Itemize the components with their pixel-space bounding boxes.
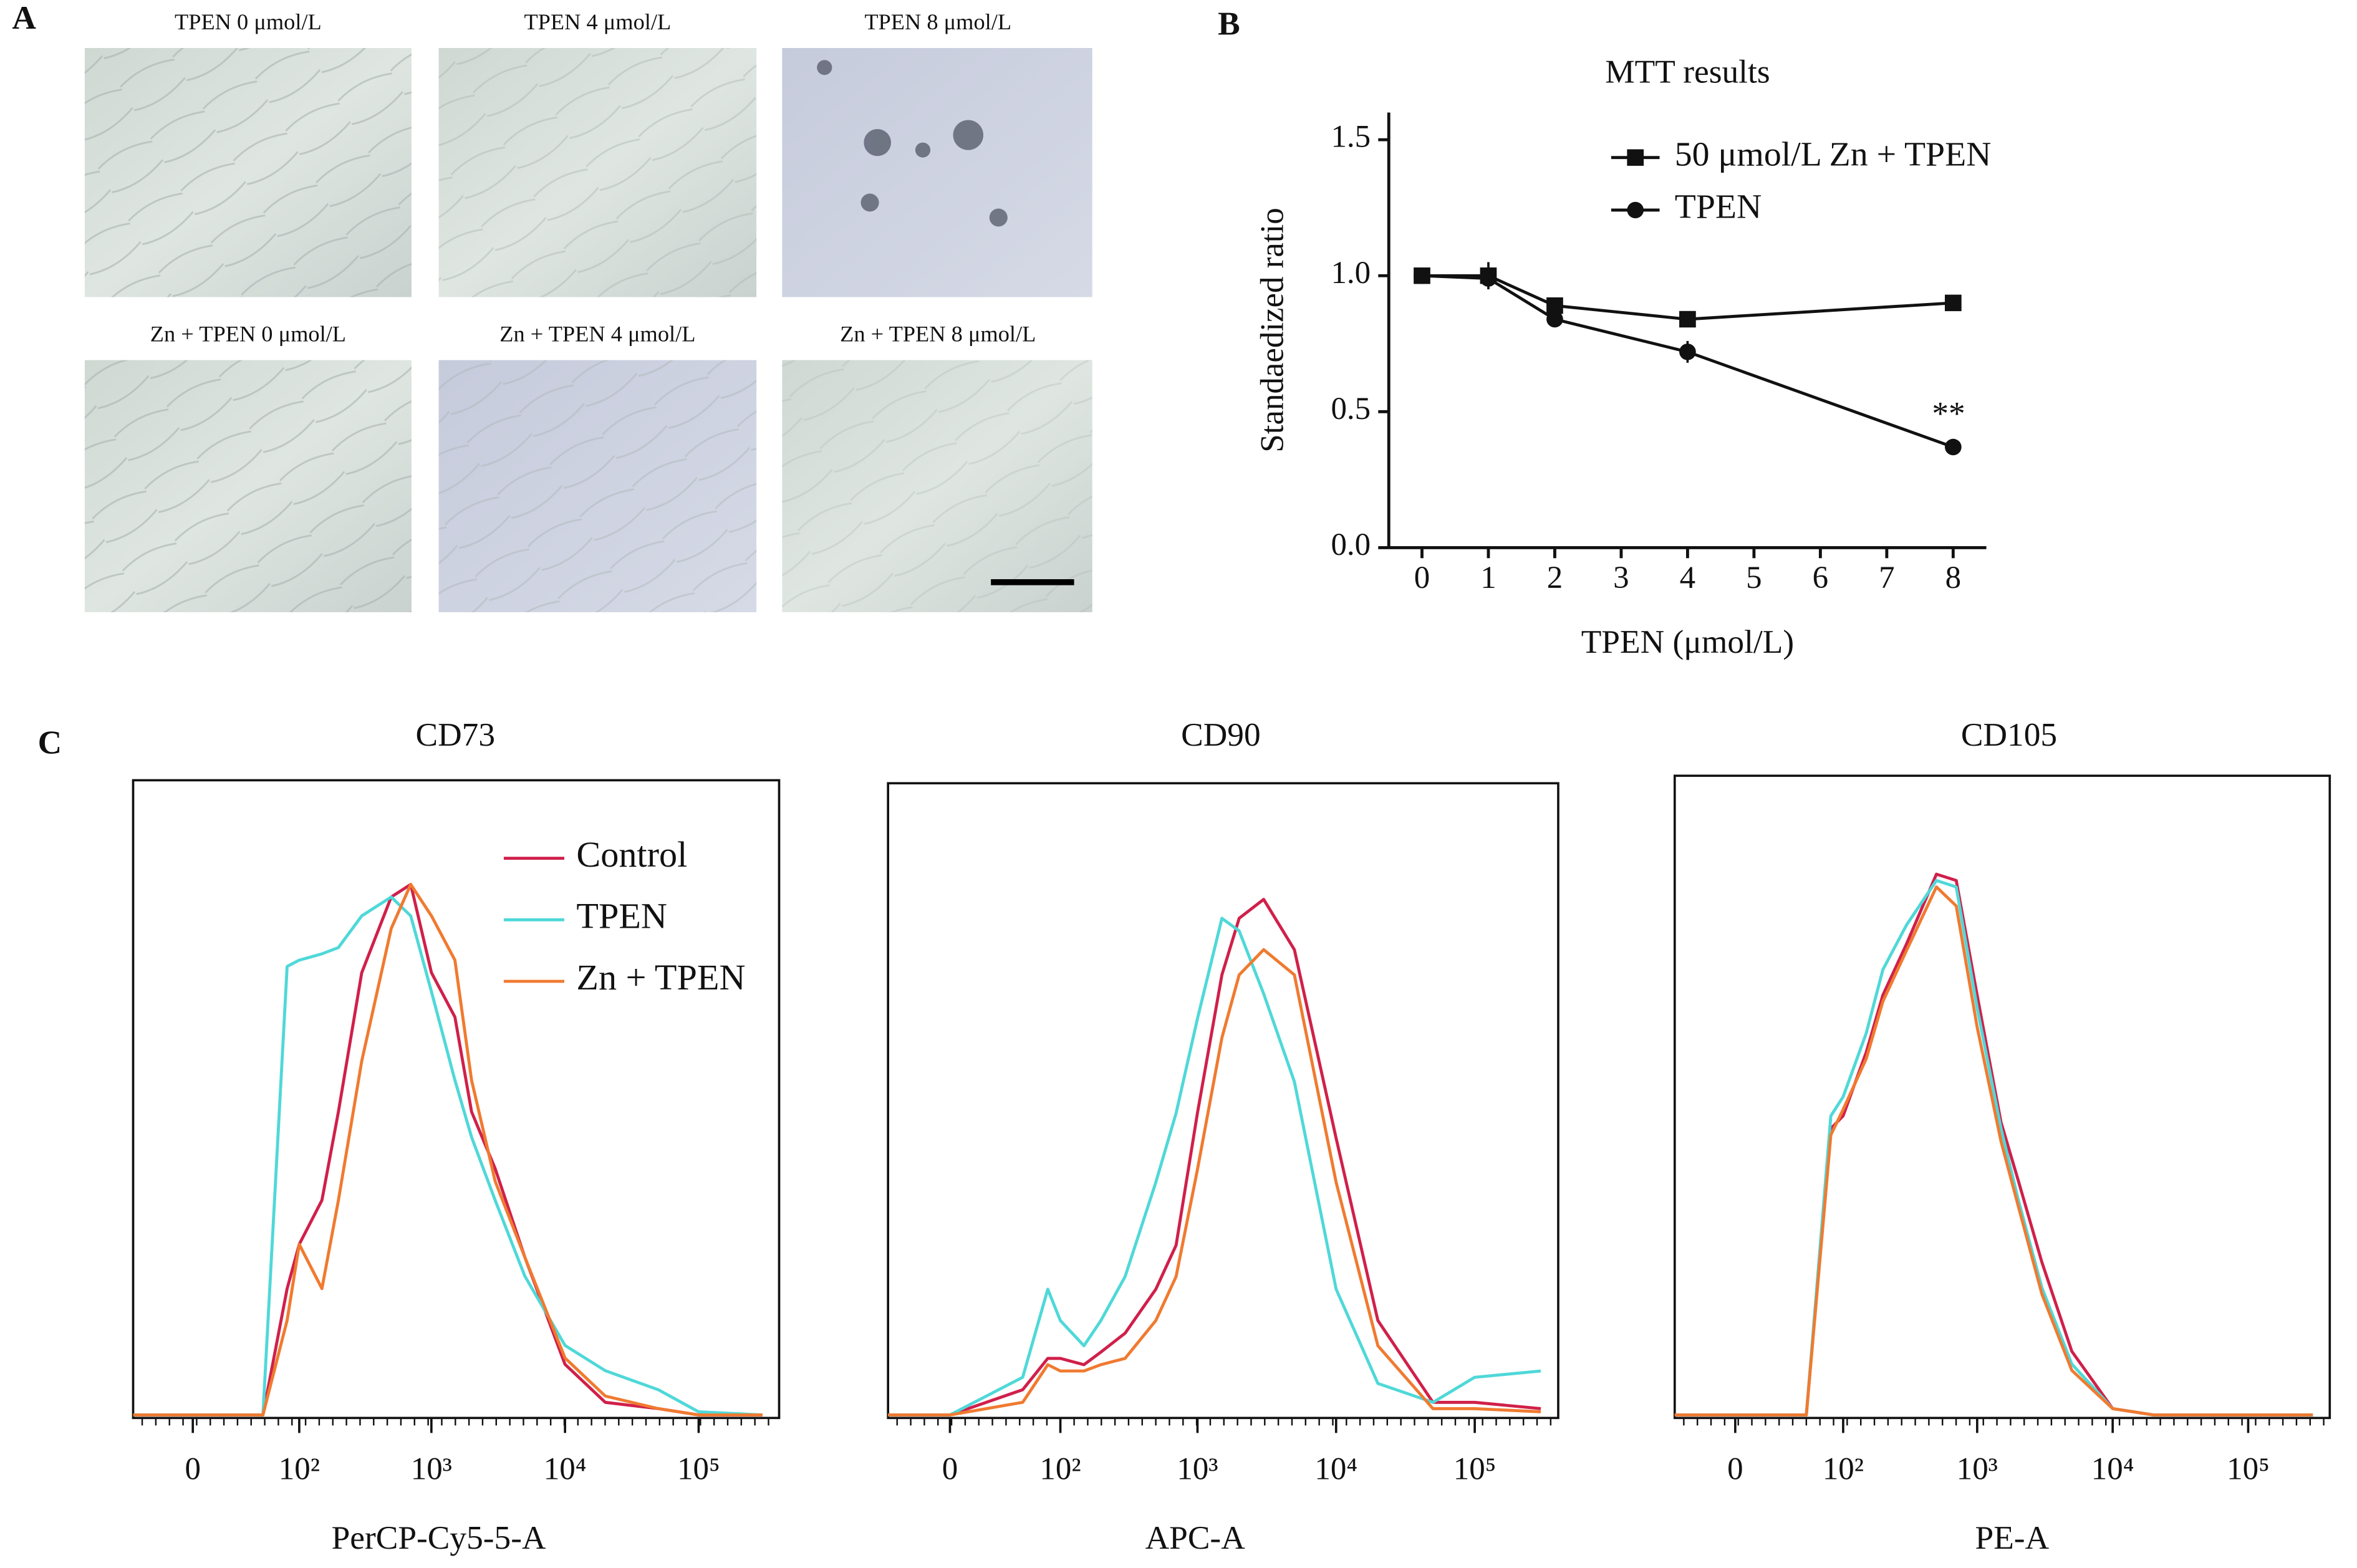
x-tick-label: 4	[1680, 560, 1695, 595]
annotation: **	[1932, 396, 1965, 432]
marker	[1414, 267, 1430, 284]
x-tick-label: 0	[1727, 1451, 1743, 1486]
chart-title: MTT results	[1605, 54, 1770, 90]
panel-label: B	[1218, 6, 1240, 42]
y-axis-label: Standaedized ratio	[1254, 208, 1290, 452]
y-tick-label: 1.5	[1331, 119, 1371, 154]
micrograph-texture	[438, 360, 757, 612]
x-tick-label: 10³	[1177, 1451, 1218, 1486]
micrograph	[782, 48, 1092, 297]
histogram-curve	[1674, 885, 2313, 1416]
image-label: TPEN 4 μmol/L	[524, 9, 671, 34]
plot-frame	[887, 782, 1559, 1420]
image-label: Zn + TPEN 4 μmol/L	[499, 322, 695, 347]
x-axis-label: PerCP-Cy5-5-A	[332, 1520, 546, 1556]
x-tick-label: 10²	[279, 1451, 320, 1486]
y-tick-label: 0.5	[1331, 391, 1371, 426]
x-axis-label: PE-A	[1975, 1520, 2050, 1556]
y-tick-label: 0.0	[1331, 527, 1371, 562]
histogram-curve	[133, 883, 763, 1416]
histogram-curve	[1674, 878, 2313, 1416]
image-label: TPEN 8 μmol/L	[864, 9, 1011, 34]
marker	[1679, 310, 1696, 328]
histogram-curve	[1674, 872, 2313, 1416]
x-tick-label: 10⁵	[1453, 1451, 1497, 1486]
legend-label: Zn + TPEN	[576, 957, 745, 998]
micrograph-texture	[438, 48, 757, 297]
x-tick-label: 0	[185, 1451, 200, 1486]
chart-title: CD105	[1961, 717, 2057, 753]
histogram-curve	[888, 898, 1541, 1416]
chart-title: CD73	[416, 717, 496, 753]
x-tick-label: 0	[1414, 560, 1430, 595]
image-label: Zn + TPEN 0 μmol/L	[150, 322, 346, 347]
legend-label: TPEN	[1675, 188, 1762, 226]
legend-label: Control	[576, 834, 687, 875]
micrograph-texture	[782, 360, 1092, 612]
x-tick-label: 10⁵	[677, 1451, 720, 1486]
histogram-curve	[133, 895, 763, 1416]
image-label: TPEN 0 μmol/L	[175, 9, 322, 34]
histogram-curve	[888, 948, 1541, 1416]
image-label: Zn + TPEN 8 μmol/L	[840, 322, 1036, 347]
legend-label: TPEN	[576, 896, 667, 936]
x-tick-label: 10²	[1039, 1451, 1081, 1486]
panel-label: A	[12, 0, 36, 36]
x-tick-label: 10⁵	[2227, 1451, 2270, 1486]
y-tick-label: 1.0	[1331, 255, 1371, 290]
x-tick-label: 10³	[1957, 1451, 1998, 1486]
legend-marker	[1627, 201, 1644, 219]
dead-cells	[817, 60, 1008, 227]
plot-frame	[132, 779, 781, 1420]
x-axis-label: TPEN (μmol/L)	[1581, 624, 1794, 660]
x-tick-label: 3	[1613, 560, 1629, 595]
x-tick-label: 7	[1879, 560, 1894, 595]
x-tick-label: 10³	[411, 1451, 452, 1486]
x-tick-label: 10⁴	[544, 1451, 587, 1486]
x-tick-label: 10⁴	[1314, 1451, 1357, 1486]
chart-title: CD90	[1181, 717, 1261, 753]
x-tick-label: 10⁴	[2091, 1451, 2134, 1486]
micrograph-texture	[84, 48, 412, 297]
x-tick-label: 0	[942, 1451, 958, 1486]
x-tick-label: 6	[1813, 560, 1828, 595]
x-tick-label: 8	[1945, 560, 1961, 595]
marker	[1944, 438, 1962, 456]
marker	[1944, 294, 1962, 312]
x-tick-label: 10²	[1823, 1451, 1864, 1486]
x-tick-label: 2	[1547, 560, 1563, 595]
panel-label: C	[38, 724, 62, 761]
x-tick-label: 1	[1480, 560, 1496, 595]
legend-label: 50 μmol/L Zn + TPEN	[1675, 135, 1992, 174]
histogram-curve	[133, 883, 763, 1416]
x-axis-label: APC-A	[1145, 1520, 1245, 1556]
plot-frame	[1673, 774, 2331, 1420]
x-tick-label: 5	[1746, 560, 1762, 595]
legend-marker	[1627, 149, 1644, 166]
micrograph-texture	[84, 360, 412, 612]
marker	[1679, 344, 1696, 360]
marker	[1480, 270, 1497, 287]
histogram-curve	[888, 916, 1541, 1416]
marker	[1546, 310, 1563, 328]
panel-a-images	[84, 48, 1092, 612]
